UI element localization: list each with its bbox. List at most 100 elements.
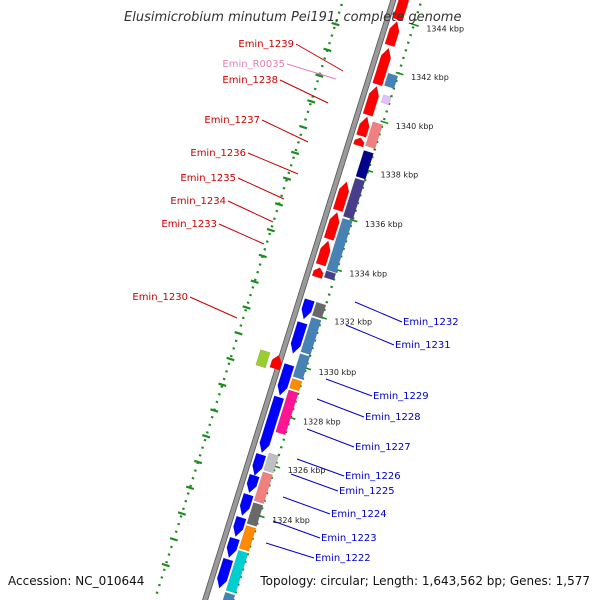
forward-orf-arrow-9	[315, 240, 331, 267]
ruler-dash	[193, 459, 203, 465]
reverse-orf-arrow-1222	[216, 557, 234, 589]
cog-block-emin-1231	[300, 317, 322, 355]
tick-label: 1330 kbp	[319, 368, 357, 377]
ruler-layer: 1344 kbp 1342 kbp 1340 kbp 1338 kbp 1336 kbp…	[155, 0, 464, 600]
cog-block-emin-1232	[311, 301, 327, 319]
reverse-orf-arrow-1227	[252, 452, 267, 476]
ruler-dash	[250, 279, 259, 284]
forward-orf-arrow-1230	[269, 354, 282, 371]
tick-label: 1332 kbp	[334, 317, 372, 326]
tick-label: 1324 kbp	[272, 516, 310, 525]
gene-label-right: Emin_1225	[339, 486, 395, 497]
cog-block-emin-1229	[292, 353, 311, 380]
leader-line	[354, 301, 403, 323]
gene-label-right: Emin_1227	[355, 442, 411, 453]
leader-line	[316, 398, 365, 418]
reverse-orf-arrow-1223	[226, 536, 240, 558]
leader-line	[296, 458, 345, 477]
cog-block-emin-1235	[343, 177, 366, 220]
reverse-orf-arrow-1232	[301, 298, 315, 320]
leader-line	[290, 473, 339, 492]
leader-line	[279, 79, 329, 104]
leader-line	[227, 200, 274, 223]
tick-mark	[410, 22, 419, 27]
ruler-dash	[202, 434, 211, 439]
ruler-dash	[169, 537, 178, 542]
reverse-orf-arrow-1224	[233, 515, 247, 537]
leader-line	[218, 223, 265, 245]
forward-orf-arrow-5	[392, 0, 410, 22]
ruler-dash	[242, 305, 251, 310]
tick-label: 1336 kbp	[365, 220, 403, 229]
label-layer: Emin_1239 Emin_R0035 Emin_1238 Emin_1237 Emi…	[132, 39, 458, 564]
cog-block-emin-1239	[384, 72, 399, 89]
cog-block-emin-1222	[225, 549, 249, 594]
cog-block-emin-1221	[222, 591, 236, 600]
ruler-dash	[210, 408, 219, 413]
gene-label-right: Emin_1229	[373, 391, 429, 402]
ruler-dash	[282, 176, 292, 181]
ruler-dash	[177, 511, 187, 516]
gene-label-left: Emin_1235	[180, 173, 236, 184]
tick-mark	[380, 120, 389, 125]
gene-label-left: Emin_1237	[204, 115, 260, 126]
reverse-orf-arrow-1229	[277, 363, 295, 396]
gene-label-right: Emin_1228	[365, 412, 421, 423]
reverse-orf-arrow-1225	[239, 492, 254, 516]
forward-orf-arrow-3	[372, 47, 392, 87]
reverse-orf-arrow-1228	[259, 395, 285, 454]
cog-block-emin-1225	[253, 471, 273, 504]
leader-line	[286, 63, 337, 80]
leader-line	[247, 152, 299, 175]
genome-backbone	[202, 0, 397, 600]
tick-label: 1334 kbp	[349, 270, 387, 279]
backbone-layer	[202, 0, 397, 600]
ruler-dash	[161, 562, 170, 568]
gene-label-right: Emin_1223	[321, 533, 377, 544]
rna-block-emin-r0035	[380, 94, 392, 106]
tick-mark	[395, 71, 404, 76]
tick-mark	[349, 218, 358, 223]
gene-label-right: Emin_1232	[403, 317, 459, 328]
leader-line	[282, 496, 331, 515]
leader-line	[325, 378, 373, 397]
ruler-dash	[234, 330, 243, 336]
forward-orf-arrow-2	[362, 85, 380, 117]
gene-label-right: Emin_1222	[315, 553, 371, 564]
reverse-orf-arrow-1226	[246, 473, 260, 494]
ruler-dash	[266, 227, 275, 233]
leader-line	[306, 428, 355, 448]
gene-label-left: Emin_1233	[161, 219, 217, 230]
ruler-dash	[299, 124, 308, 130]
leader-line	[295, 43, 344, 72]
cog-block-emin-1233	[323, 270, 337, 281]
forward-orf-arrow-4	[384, 21, 400, 48]
gene-label-right: Emin_1224	[331, 509, 387, 520]
forward-orf-arrow-7	[332, 181, 350, 213]
tick-label: 1326 kbp	[288, 466, 326, 475]
cog-block-emin-1224	[246, 502, 264, 527]
ruler-dash	[185, 485, 195, 491]
ruler-dash	[307, 99, 316, 104]
tick-label: 1340 kbp	[396, 122, 434, 131]
ruler-dash	[331, 21, 340, 27]
topology-summary: Topology: circular; Length: 1,643,562 bp…	[260, 574, 590, 588]
gene-layer	[216, 0, 410, 600]
tick-label: 1342 kbp	[411, 73, 449, 82]
gene-label-left: Emin_1239	[238, 39, 294, 50]
gene-label-left: Emin_1236	[190, 148, 246, 159]
reverse-orf-arrow-1231	[290, 321, 308, 354]
gene-label-left: Emin_1230	[132, 292, 188, 303]
map-title: Elusimicrobium minutum Pei191, complete …	[124, 10, 462, 25]
cog-block-emin-1238	[365, 121, 383, 149]
leader-line	[345, 324, 395, 346]
cog-block-emin-1226	[263, 452, 279, 474]
tick-label: 1338 kbp	[381, 170, 419, 179]
cog-block-emin-1223	[238, 525, 257, 552]
leader-line	[265, 542, 315, 559]
tick-label: 1344 kbp	[426, 25, 464, 34]
gene-label-left: Emin_1238	[222, 75, 278, 86]
leader-line	[237, 177, 285, 200]
